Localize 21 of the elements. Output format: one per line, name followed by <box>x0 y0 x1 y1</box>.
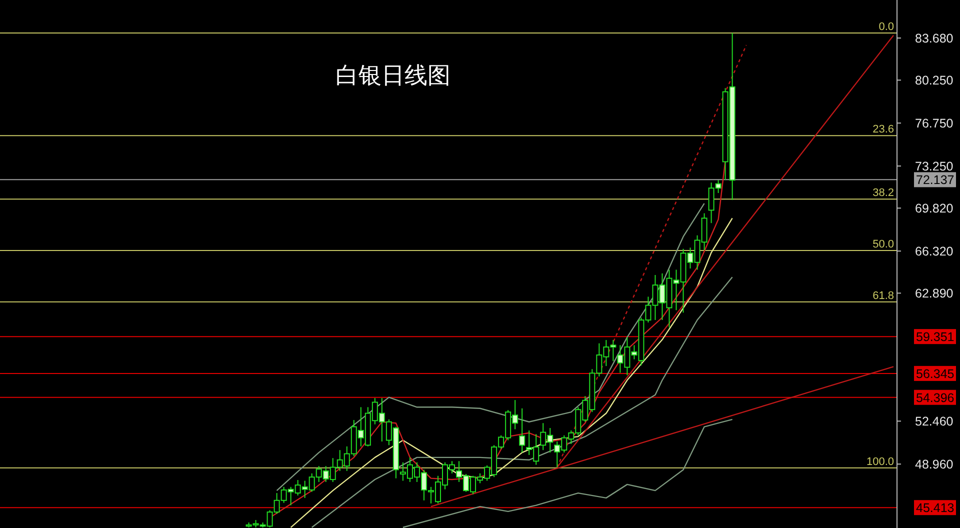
y-tick-label: 83.680 <box>915 32 954 46</box>
y-tick-label: 62.890 <box>915 286 954 301</box>
y-tick-label: 66.320 <box>915 244 954 259</box>
text: 白银日线图 <box>336 63 450 89</box>
ref-label: 72.137 <box>914 172 956 188</box>
annotation: 38.2 <box>872 187 894 200</box>
annotation: 61.8 <box>872 290 894 302</box>
y-tick-label: 48.960 <box>915 458 954 472</box>
ref-label: 59.351 <box>914 329 956 344</box>
annotation: 23.6 <box>872 124 894 136</box>
annotation: 100.0 <box>866 456 894 468</box>
ref-label: 54.396 <box>914 390 956 405</box>
y-tick-label: 76.750 <box>915 116 954 131</box>
y-tick-label: 80.250 <box>915 74 954 88</box>
y-tick-label: 73.250 <box>915 160 954 174</box>
y-tick-label: 52.460 <box>915 414 954 429</box>
annotation: 0.0 <box>878 21 894 34</box>
ref-label: 56.345 <box>914 366 956 381</box>
annotation: 50.0 <box>872 238 894 250</box>
y-tick-label: 69.820 <box>915 202 954 216</box>
ref-label: 45.413 <box>914 500 956 516</box>
